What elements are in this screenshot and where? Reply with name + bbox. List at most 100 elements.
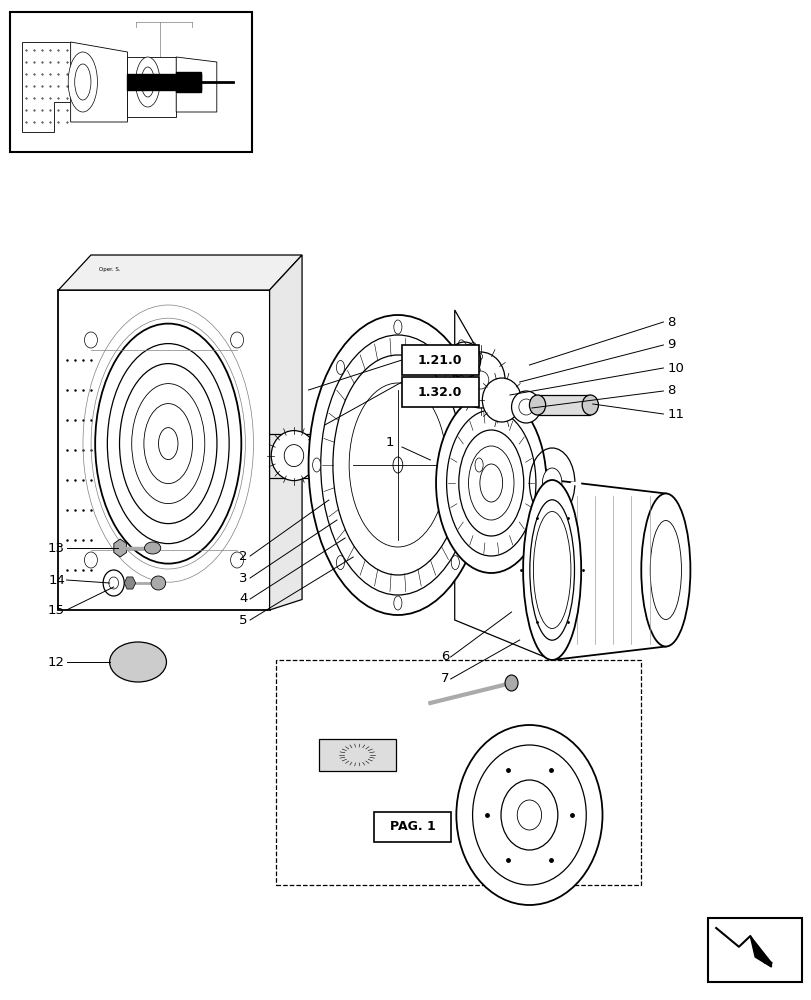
Ellipse shape [68,52,97,112]
Ellipse shape [393,596,401,610]
Ellipse shape [158,428,178,460]
Ellipse shape [458,430,523,536]
Ellipse shape [518,399,533,415]
Ellipse shape [109,577,118,589]
Ellipse shape [479,464,502,502]
Ellipse shape [542,468,561,498]
Ellipse shape [482,378,521,422]
Ellipse shape [581,395,598,415]
Ellipse shape [436,393,546,573]
Ellipse shape [451,556,459,570]
Ellipse shape [107,344,229,544]
Polygon shape [749,936,770,967]
Ellipse shape [230,332,243,348]
Ellipse shape [230,552,243,568]
Ellipse shape [144,542,161,554]
Ellipse shape [517,800,541,830]
Ellipse shape [393,457,402,473]
Text: 15: 15 [48,603,65,616]
Ellipse shape [109,642,166,682]
Ellipse shape [308,315,487,615]
Ellipse shape [529,395,545,415]
Ellipse shape [141,67,154,97]
Ellipse shape [500,780,557,850]
Text: 7: 7 [440,672,448,686]
Polygon shape [454,310,551,660]
Bar [707,918,801,982]
Text: 9: 9 [667,338,675,352]
Polygon shape [58,290,269,610]
Ellipse shape [451,360,459,374]
Bar [10,12,251,152]
Polygon shape [127,57,176,117]
Polygon shape [551,480,665,660]
Text: 5: 5 [239,613,247,626]
Text: 6: 6 [440,650,448,664]
Polygon shape [58,255,302,290]
Ellipse shape [468,446,513,520]
Text: Oper. S.: Oper. S. [99,266,121,271]
Ellipse shape [144,404,192,484]
Ellipse shape [284,445,303,467]
Polygon shape [114,539,127,557]
Ellipse shape [271,431,316,481]
Text: 3: 3 [239,572,247,584]
Ellipse shape [349,383,446,547]
Polygon shape [269,255,302,610]
Bar [401,345,478,375]
Ellipse shape [84,552,97,568]
Ellipse shape [84,332,97,348]
Ellipse shape [103,570,124,596]
Ellipse shape [650,520,680,619]
Bar [401,377,478,407]
Text: 2: 2 [239,550,247,562]
Ellipse shape [456,351,472,369]
Polygon shape [318,739,395,771]
Text: 11: 11 [667,408,684,420]
Ellipse shape [95,324,241,564]
Ellipse shape [511,391,540,423]
Bar [276,660,641,885]
Text: 4: 4 [239,592,247,605]
Text: 12: 12 [48,656,65,668]
Ellipse shape [393,320,401,334]
Text: 10: 10 [667,361,684,374]
Text: 1: 1 [385,436,393,448]
Text: PAG. 1: PAG. 1 [389,820,435,834]
Ellipse shape [456,725,602,905]
Polygon shape [124,577,135,589]
Text: 8: 8 [667,384,675,397]
Ellipse shape [131,384,204,504]
Ellipse shape [522,480,581,660]
Ellipse shape [312,458,320,472]
Ellipse shape [448,342,480,378]
Ellipse shape [504,675,517,691]
Text: 13: 13 [48,542,65,554]
Ellipse shape [119,364,217,524]
Ellipse shape [641,493,689,647]
Polygon shape [127,74,200,90]
Bar [373,812,451,842]
Ellipse shape [336,360,344,374]
Text: 8: 8 [667,316,675,328]
Polygon shape [22,42,71,132]
Ellipse shape [472,371,488,389]
Ellipse shape [446,410,535,556]
Ellipse shape [474,458,483,472]
Text: 14: 14 [48,574,65,586]
Ellipse shape [151,576,165,590]
Polygon shape [176,72,200,92]
Ellipse shape [333,355,462,575]
Ellipse shape [135,57,160,107]
Ellipse shape [75,64,91,100]
Ellipse shape [456,352,504,408]
Ellipse shape [320,335,474,595]
Ellipse shape [472,745,586,885]
Ellipse shape [529,500,573,640]
Polygon shape [537,395,590,415]
Ellipse shape [336,556,344,570]
Polygon shape [176,57,217,112]
Text: 1.32.0: 1.32.0 [418,385,461,398]
Text: 1.21.0: 1.21.0 [418,354,461,366]
Polygon shape [71,42,127,122]
